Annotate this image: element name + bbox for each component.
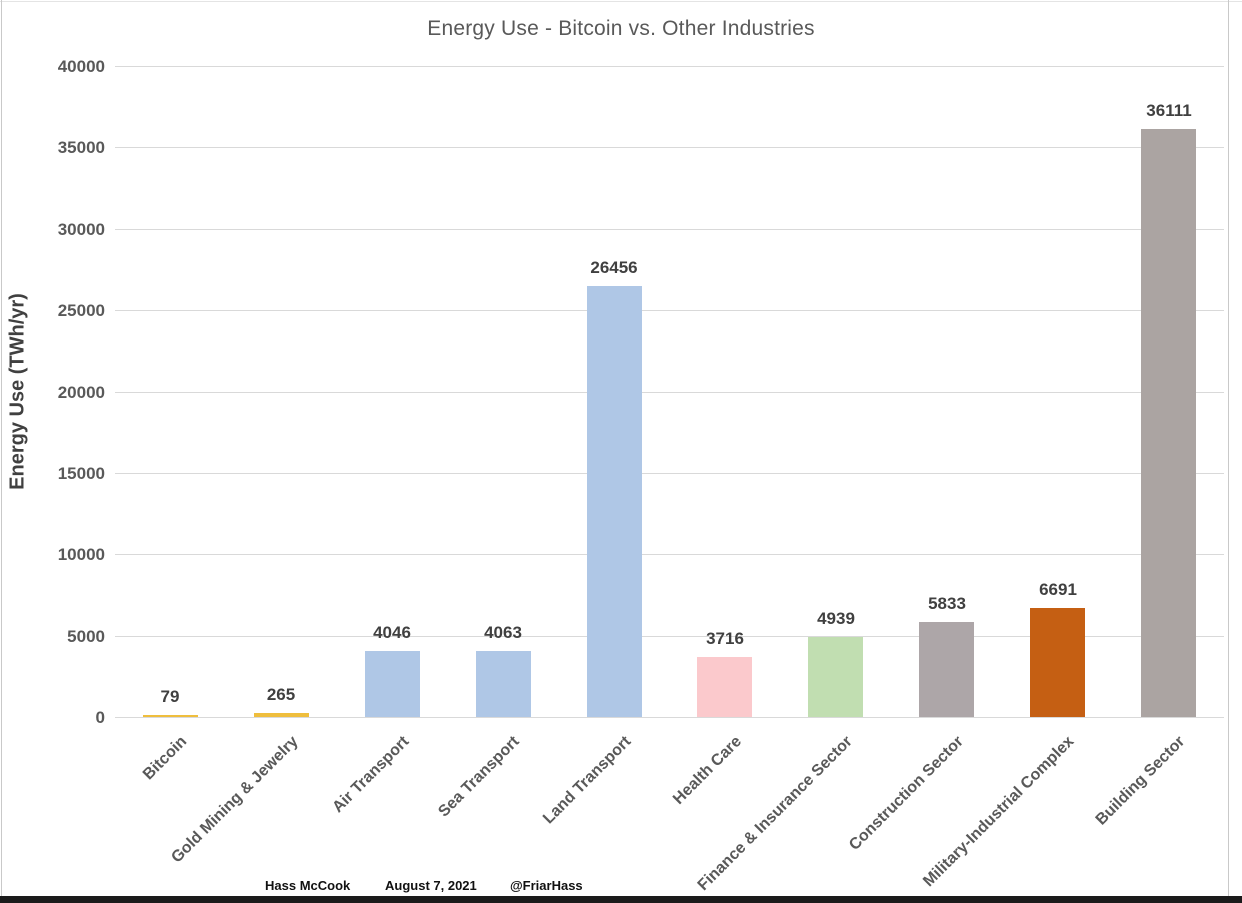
x-axis-label: Air Transport	[329, 733, 413, 817]
bar	[919, 622, 974, 717]
bar	[365, 651, 420, 717]
bar	[808, 637, 863, 717]
gridline	[115, 392, 1224, 393]
y-tick-label: 5000	[67, 627, 105, 646]
bar	[697, 657, 752, 717]
bar	[476, 651, 531, 717]
bar-value-label: 5833	[928, 594, 966, 613]
top-border-line	[0, 1, 1242, 2]
chart-title: Energy Use - Bitcoin vs. Other Industrie…	[427, 17, 815, 40]
gridline	[115, 147, 1224, 148]
bar-value-label: 26456	[590, 258, 638, 277]
bar-value-label: 4063	[484, 623, 522, 642]
x-axis-label: Building Sector	[1092, 733, 1189, 829]
gridline	[115, 554, 1224, 555]
bar	[1141, 129, 1196, 717]
gridline	[115, 229, 1224, 230]
y-tick-label: 10000	[57, 545, 105, 564]
bar	[143, 715, 198, 717]
y-tick-label: 15000	[57, 464, 105, 483]
x-axis-label: Construction Sector	[845, 733, 967, 854]
bar-value-label: 4046	[373, 623, 411, 642]
bar-value-label: 265	[266, 685, 296, 704]
y-tick-label: 0	[95, 708, 105, 727]
x-axis-label: Bitcoin	[140, 733, 191, 784]
footer-date: August 7, 2021	[385, 878, 477, 893]
x-axis-label: Health Care	[670, 733, 745, 808]
x-axis-label: Sea Transport	[435, 733, 524, 821]
gridline	[115, 473, 1224, 474]
footer-author: Hass McCook	[265, 878, 351, 893]
left-border-line	[1, 0, 2, 897]
x-axis-label: Land Transport	[539, 733, 635, 828]
y-tick-label: 40000	[57, 57, 105, 76]
right-border-line	[1228, 0, 1229, 897]
bar	[254, 713, 309, 717]
bar-value-label: 79	[160, 687, 180, 706]
y-tick-label: 30000	[57, 220, 105, 239]
gridline	[115, 717, 1224, 718]
bar-value-label: 3716	[706, 629, 744, 648]
bar-value-label: 6691	[1039, 580, 1077, 599]
y-tick-label: 25000	[57, 301, 105, 320]
y-tick-label: 35000	[57, 138, 105, 157]
y-tick-label: 20000	[57, 383, 105, 402]
gridline	[115, 66, 1224, 67]
footer-handle: @FriarHass	[510, 878, 583, 893]
bar	[587, 286, 642, 717]
bar-value-label: 36111	[1146, 101, 1192, 120]
gridline	[115, 636, 1224, 637]
bar	[1030, 608, 1085, 717]
x-axis-label: Gold Mining & Jewelry	[168, 733, 302, 867]
gridline	[115, 310, 1224, 311]
bottom-black-strip	[0, 896, 1242, 903]
bar-value-label: 4939	[817, 609, 855, 628]
